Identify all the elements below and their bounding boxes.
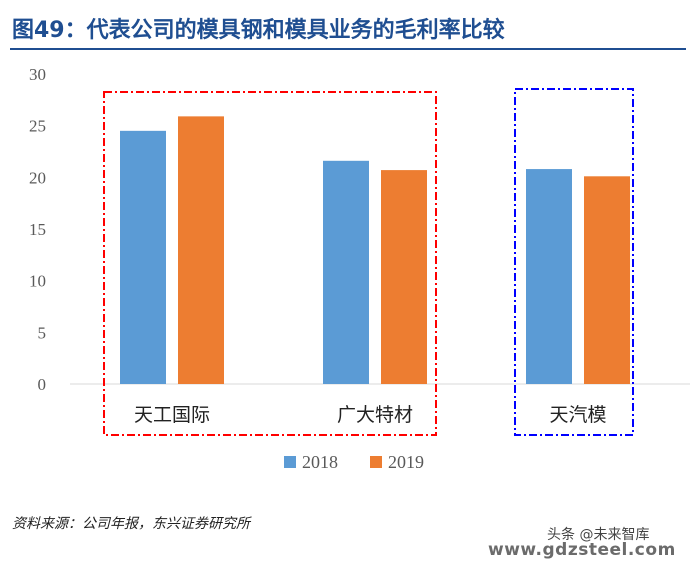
y-tick-label: 5 bbox=[38, 323, 47, 342]
watermark-account: 头条 @未来智库 bbox=[547, 527, 650, 543]
bar-2019 bbox=[178, 116, 224, 384]
bar-2018 bbox=[120, 130, 166, 384]
y-tick-label: 25 bbox=[29, 117, 46, 136]
y-tick-label: 0 bbox=[38, 375, 47, 394]
source-note: 资料来源：公司年报，东兴证券研究所 bbox=[12, 516, 250, 532]
y-tick-label: 10 bbox=[29, 272, 46, 291]
watermark-url: www.gdzsteel.com bbox=[488, 540, 676, 560]
x-tick-label: 广大特材 bbox=[337, 404, 413, 426]
x-tick-label: 天工国际 bbox=[134, 404, 210, 426]
legend-label-2018: 2018 bbox=[302, 452, 338, 472]
group-box-blue bbox=[514, 88, 634, 436]
y-tick-label: 20 bbox=[29, 168, 46, 187]
x-tick-label: 天汽模 bbox=[549, 404, 606, 426]
bar-chart: 0 5 10 15 20 25 30 天工国际 广大特材 天汽模 2018 2019 bbox=[29, 65, 690, 472]
legend-swatch-2019 bbox=[370, 456, 382, 468]
y-tick-label: 30 bbox=[29, 65, 46, 84]
bar-2018 bbox=[323, 160, 369, 384]
bar-2018 bbox=[526, 169, 572, 384]
bar-2019 bbox=[584, 176, 630, 384]
legend-label-2019: 2019 bbox=[388, 452, 424, 472]
title-underline bbox=[10, 48, 686, 50]
group-box-red bbox=[103, 91, 437, 436]
y-tick-label: 15 bbox=[29, 220, 46, 239]
chart-title: 图49：代表公司的模具钢和模具业务的毛利率比较 bbox=[12, 18, 505, 43]
bar-2019 bbox=[381, 170, 427, 384]
legend-swatch-2018 bbox=[284, 456, 296, 468]
